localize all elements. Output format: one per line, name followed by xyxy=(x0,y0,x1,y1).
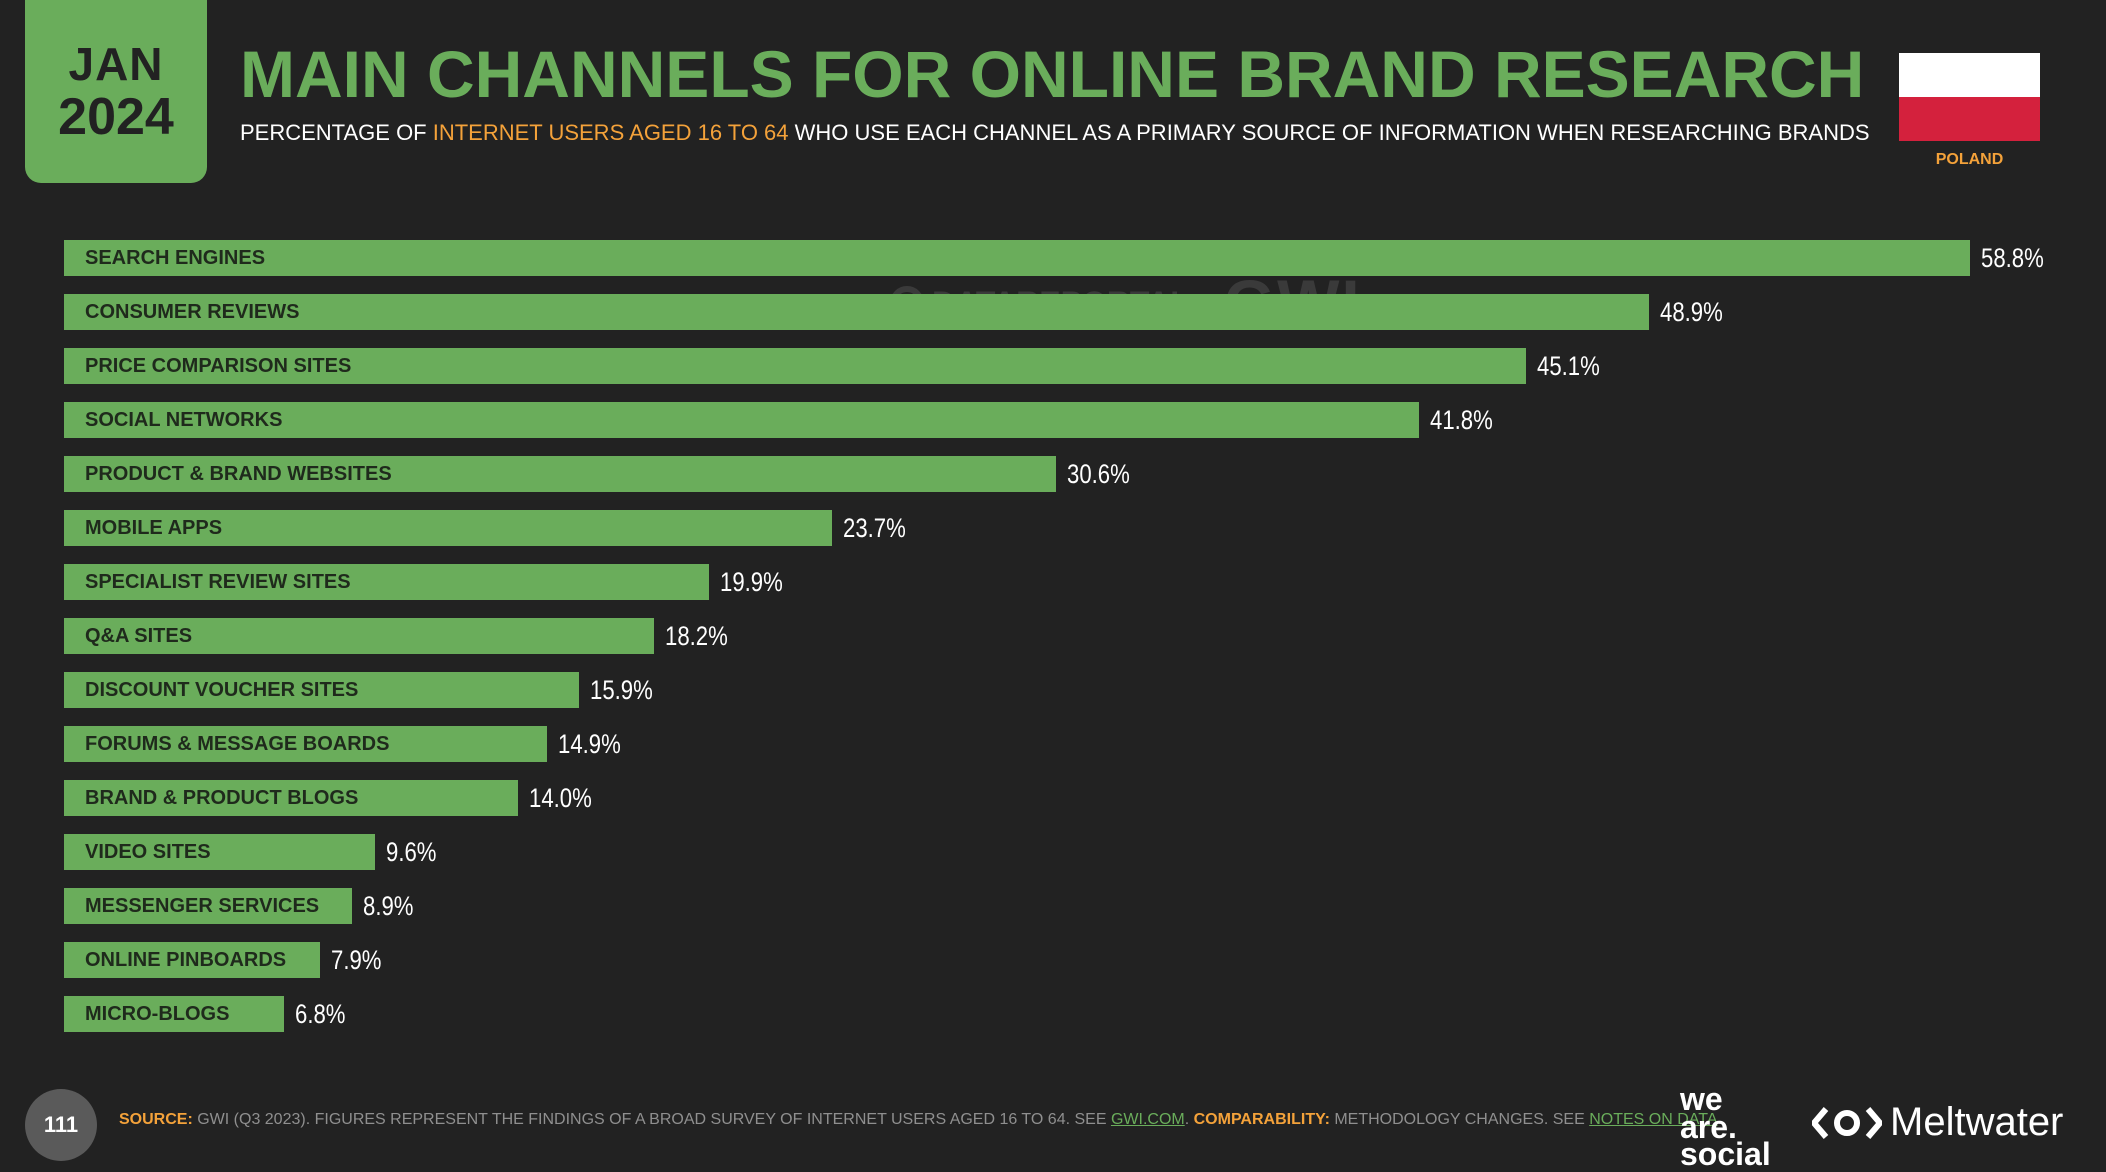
bar xyxy=(64,834,375,870)
bar-category-label: MICRO-BLOGS xyxy=(85,1003,230,1025)
bar-value-label: 48.9% xyxy=(1660,297,1723,327)
comparability-text: METHODOLOGY CHANGES. SEE xyxy=(1329,1111,1590,1128)
page-number: 111 xyxy=(25,1089,97,1161)
date-badge: JAN 2024 xyxy=(25,0,207,183)
bar-category-label: MOBILE APPS xyxy=(85,517,223,539)
subtitle-highlight: INTERNET USERS AGED 16 TO 64 xyxy=(432,120,789,145)
bar-value-label: 9.6% xyxy=(386,837,437,867)
comparability-label: COMPARABILITY: xyxy=(1189,1111,1330,1128)
bar-category-label: SEARCH ENGINES xyxy=(85,247,266,269)
bar-category-label: FORUMS & MESSAGE BOARDS xyxy=(85,733,390,755)
bar-value-label: 18.2% xyxy=(665,621,728,651)
bar-value-label: 14.0% xyxy=(529,783,592,813)
source-text: GWI (Q3 2023). FIGURES REPRESENT THE FIN… xyxy=(192,1111,1111,1128)
source-label: SOURCE: xyxy=(119,1111,193,1128)
bar xyxy=(64,996,284,1032)
source-footer: SOURCE: GWI (Q3 2023). FIGURES REPRESENT… xyxy=(119,1111,1722,1129)
bar xyxy=(64,564,709,600)
date-year: 2024 xyxy=(58,87,174,146)
bar-value-label: 45.1% xyxy=(1537,351,1600,381)
was-line-3: social xyxy=(1680,1136,1771,1172)
we-are-social-logo: we are. social xyxy=(1680,1081,1771,1172)
gwi-link[interactable]: GWI.COM xyxy=(1110,1111,1185,1128)
date-month: JAN xyxy=(68,37,164,90)
bar xyxy=(64,942,320,978)
poland-flag-icon xyxy=(1899,53,2040,141)
page-subtitle: PERCENTAGE OF INTERNET USERS AGED 16 TO … xyxy=(240,120,1870,146)
was-line-1: we xyxy=(1680,1081,1723,1117)
bar-category-label: VIDEO SITES xyxy=(85,841,211,863)
bar-category-label: SOCIAL NETWORKS xyxy=(85,409,283,431)
bar xyxy=(64,780,518,816)
bar xyxy=(64,348,1526,384)
bar xyxy=(64,510,832,546)
bar xyxy=(64,240,1970,276)
country-label: POLAND xyxy=(1935,151,2004,168)
bar-value-label: 14.9% xyxy=(558,729,621,759)
flag-red-stripe xyxy=(1899,97,2040,141)
bar-value-label: 58.8% xyxy=(1981,243,2044,273)
bar-value-label: 30.6% xyxy=(1067,459,1130,489)
bar-value-label: 15.9% xyxy=(590,675,653,705)
page-title: MAIN CHANNELS FOR ONLINE BRAND RESEARCH xyxy=(240,37,1865,111)
bar-value-label: 7.9% xyxy=(331,945,382,975)
meltwater-logo: Meltwater xyxy=(1812,1100,2063,1145)
bar xyxy=(64,294,1649,330)
bar-chart: SEARCH ENGINES 58.8% CONSUMER REVIEWS 48.9%… xyxy=(64,240,2054,1032)
bar-value-label: 23.7% xyxy=(843,513,906,543)
footer-end: . xyxy=(1717,1111,1722,1128)
bar-category-label: Q&A SITES xyxy=(85,625,193,647)
bar xyxy=(64,456,1056,492)
bar-value-label: 41.8% xyxy=(1430,405,1493,435)
subtitle-pre: PERCENTAGE OF xyxy=(240,120,433,145)
bar-value-label: 6.8% xyxy=(295,999,346,1029)
bar xyxy=(64,888,352,924)
bar-category-label: CONSUMER REVIEWS xyxy=(85,301,300,323)
bar xyxy=(64,726,547,762)
bar-value-label: 8.9% xyxy=(363,891,414,921)
bar-category-label: PRODUCT & BRAND WEBSITES xyxy=(85,463,392,485)
was-line-2: are. xyxy=(1680,1108,1737,1145)
bar xyxy=(64,672,579,708)
bar-category-label: ONLINE PINBOARDS xyxy=(85,949,287,971)
source-period: . xyxy=(1184,1111,1190,1128)
bar-category-label: PRICE COMPARISON SITES xyxy=(85,355,352,377)
bar xyxy=(64,402,1419,438)
bar xyxy=(64,618,654,654)
notes-on-data-link[interactable]: NOTES ON DATA xyxy=(1589,1111,1718,1128)
bar-category-label: SPECIALIST REVIEW SITES xyxy=(85,571,351,593)
bar-value-label: 19.9% xyxy=(720,567,783,597)
meltwater-icon xyxy=(1812,1106,1882,1139)
bar-category-label: DISCOUNT VOUCHER SITES xyxy=(85,679,359,701)
bar-category-label: MESSENGER SERVICES xyxy=(85,895,320,917)
meltwater-text: Meltwater xyxy=(1890,1100,2064,1144)
flag-white-stripe xyxy=(1899,53,2040,97)
bar-category-label: BRAND & PRODUCT BLOGS xyxy=(85,787,359,809)
subtitle-post: WHO USE EACH CHANNEL AS A PRIMARY SOURCE… xyxy=(788,120,1870,145)
